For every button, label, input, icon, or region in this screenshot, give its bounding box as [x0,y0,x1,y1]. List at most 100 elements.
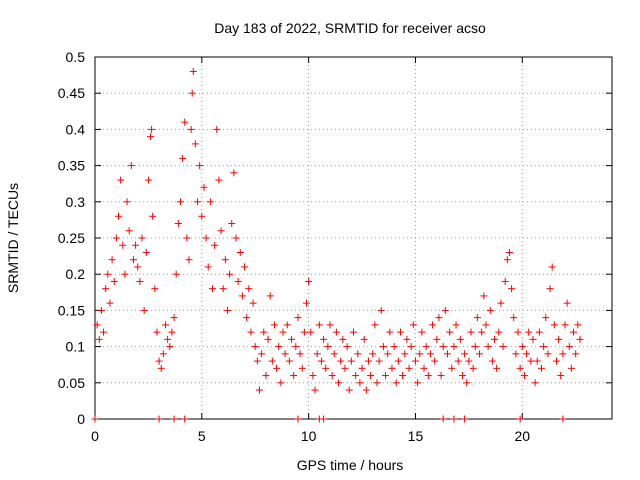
data-point [251,343,259,351]
data-point [117,176,125,184]
data-point [281,350,289,358]
x-axis-label: GPS time / hours [297,457,404,473]
data-point [482,321,490,329]
data-point [194,198,202,206]
y-tick-label: 0.35 [58,158,85,174]
data-point [386,328,394,336]
data-point [454,357,462,365]
data-point [411,357,419,365]
x-tick-label: 10 [301,428,317,444]
data-point [95,335,103,343]
data-point [166,343,174,351]
data-point [241,263,249,271]
data-point [275,343,283,351]
data-point [388,364,396,372]
data-point [456,335,464,343]
data-point [148,125,156,133]
data-point [347,357,355,365]
data-point [503,256,511,264]
data-point [525,328,533,336]
plot-frame [94,56,613,420]
data-point [332,328,340,336]
data-point [446,328,454,336]
data-point [213,125,221,133]
data-point [431,357,439,365]
data-point [360,335,368,343]
data-point [567,364,575,372]
data-point [565,343,573,351]
data-point [300,328,308,336]
data-point [93,321,101,329]
data-point [204,263,212,271]
data-point [362,386,370,394]
data-point [196,162,204,170]
data-point [533,357,541,365]
data-point [520,372,528,380]
data-point [572,350,580,358]
data-point [478,328,486,336]
y-tick-label: 0.15 [58,302,85,318]
data-point [176,198,184,206]
data-point [384,350,392,358]
data-point [452,321,460,329]
data-point [461,350,469,358]
data-point [439,415,447,423]
data-point [317,357,325,365]
data-point [527,357,535,365]
data-point [243,314,251,322]
y-tick-label: 0 [77,411,85,427]
data-point [367,372,375,380]
data-point [215,176,223,184]
data-point [108,256,116,264]
data-point [448,364,456,372]
data-point [206,198,214,206]
data-point [563,299,571,307]
data-point [115,212,122,220]
data-point [185,256,193,264]
data-point [91,415,99,423]
data-point [555,335,563,343]
data-point [493,364,501,372]
data-point [309,372,317,380]
data-point [288,335,296,343]
data-point [341,364,349,372]
data-point [535,328,543,336]
data-point [159,350,167,358]
data-point [339,335,347,343]
data-point [444,350,451,358]
x-tick-label: 5 [198,428,206,444]
data-point [422,343,430,351]
y-tick-label: 0.3 [66,194,86,210]
data-point [294,314,302,322]
y-tick-label: 0.25 [58,230,85,246]
data-point [290,372,298,380]
data-point [273,364,281,372]
data-point [550,321,558,329]
data-point [320,335,328,343]
data-point [219,285,227,293]
data-point [249,299,257,307]
data-point [202,234,210,242]
data-point [198,212,206,220]
data-point [435,314,443,322]
data-point [188,89,196,97]
data-point [320,415,328,423]
data-point [501,277,509,285]
data-point [514,328,522,336]
data-point [328,372,336,380]
data-point [433,335,441,343]
data-point [518,343,526,351]
data-point [377,306,385,314]
data-point [238,292,246,300]
data-point [379,343,387,351]
data-point [303,299,310,307]
data-point [97,306,105,314]
data-point [283,321,291,329]
data-point [168,328,176,336]
data-point [399,372,407,380]
data-point [505,248,513,256]
data-point [437,372,445,380]
data-point [181,118,189,126]
data-point [512,350,520,358]
data-point [409,321,417,329]
